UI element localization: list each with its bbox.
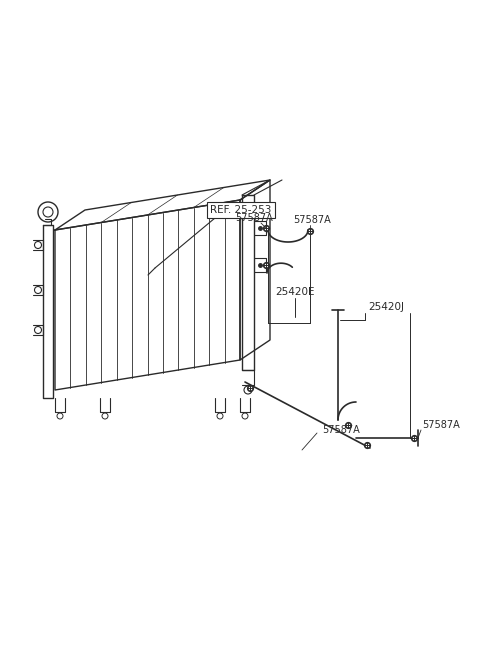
Text: 57587A: 57587A xyxy=(293,215,331,225)
Text: REF. 25-253: REF. 25-253 xyxy=(210,205,271,215)
Text: 57587A: 57587A xyxy=(322,425,360,435)
Text: 25420J: 25420J xyxy=(368,302,404,312)
Text: 57587A: 57587A xyxy=(235,213,273,223)
Text: 25420E: 25420E xyxy=(275,287,315,297)
Text: 57587A: 57587A xyxy=(422,420,460,430)
